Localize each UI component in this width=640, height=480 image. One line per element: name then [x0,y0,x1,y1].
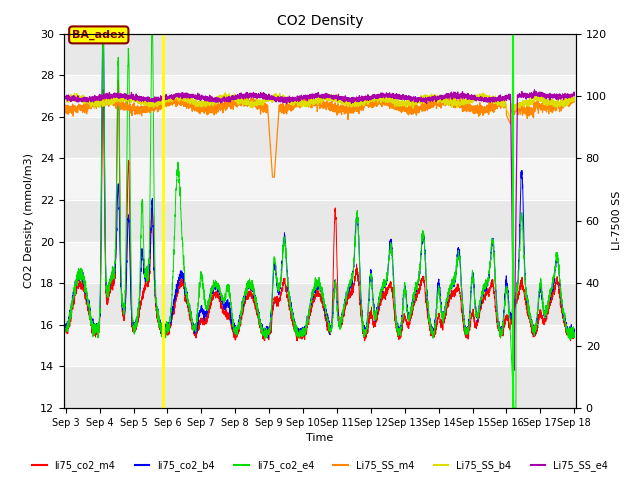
Title: CO2 Density: CO2 Density [276,14,364,28]
Bar [64,117,576,158]
Bar [64,325,576,366]
Y-axis label: LI-7500 SS: LI-7500 SS [612,191,623,251]
Text: BA_adex: BA_adex [72,30,125,40]
Bar [64,158,576,200]
Bar [64,241,576,283]
Bar [64,75,576,117]
Bar [64,283,576,325]
Bar [64,200,576,241]
Legend: li75_co2_m4, li75_co2_b4, li75_co2_e4, Li75_SS_m4, Li75_SS_b4, Li75_SS_e4: li75_co2_m4, li75_co2_b4, li75_co2_e4, L… [28,456,612,475]
Bar [64,34,576,75]
Y-axis label: CO2 Density (mmol/m3): CO2 Density (mmol/m3) [24,153,35,288]
Bar [64,366,576,408]
X-axis label: Time: Time [307,433,333,443]
